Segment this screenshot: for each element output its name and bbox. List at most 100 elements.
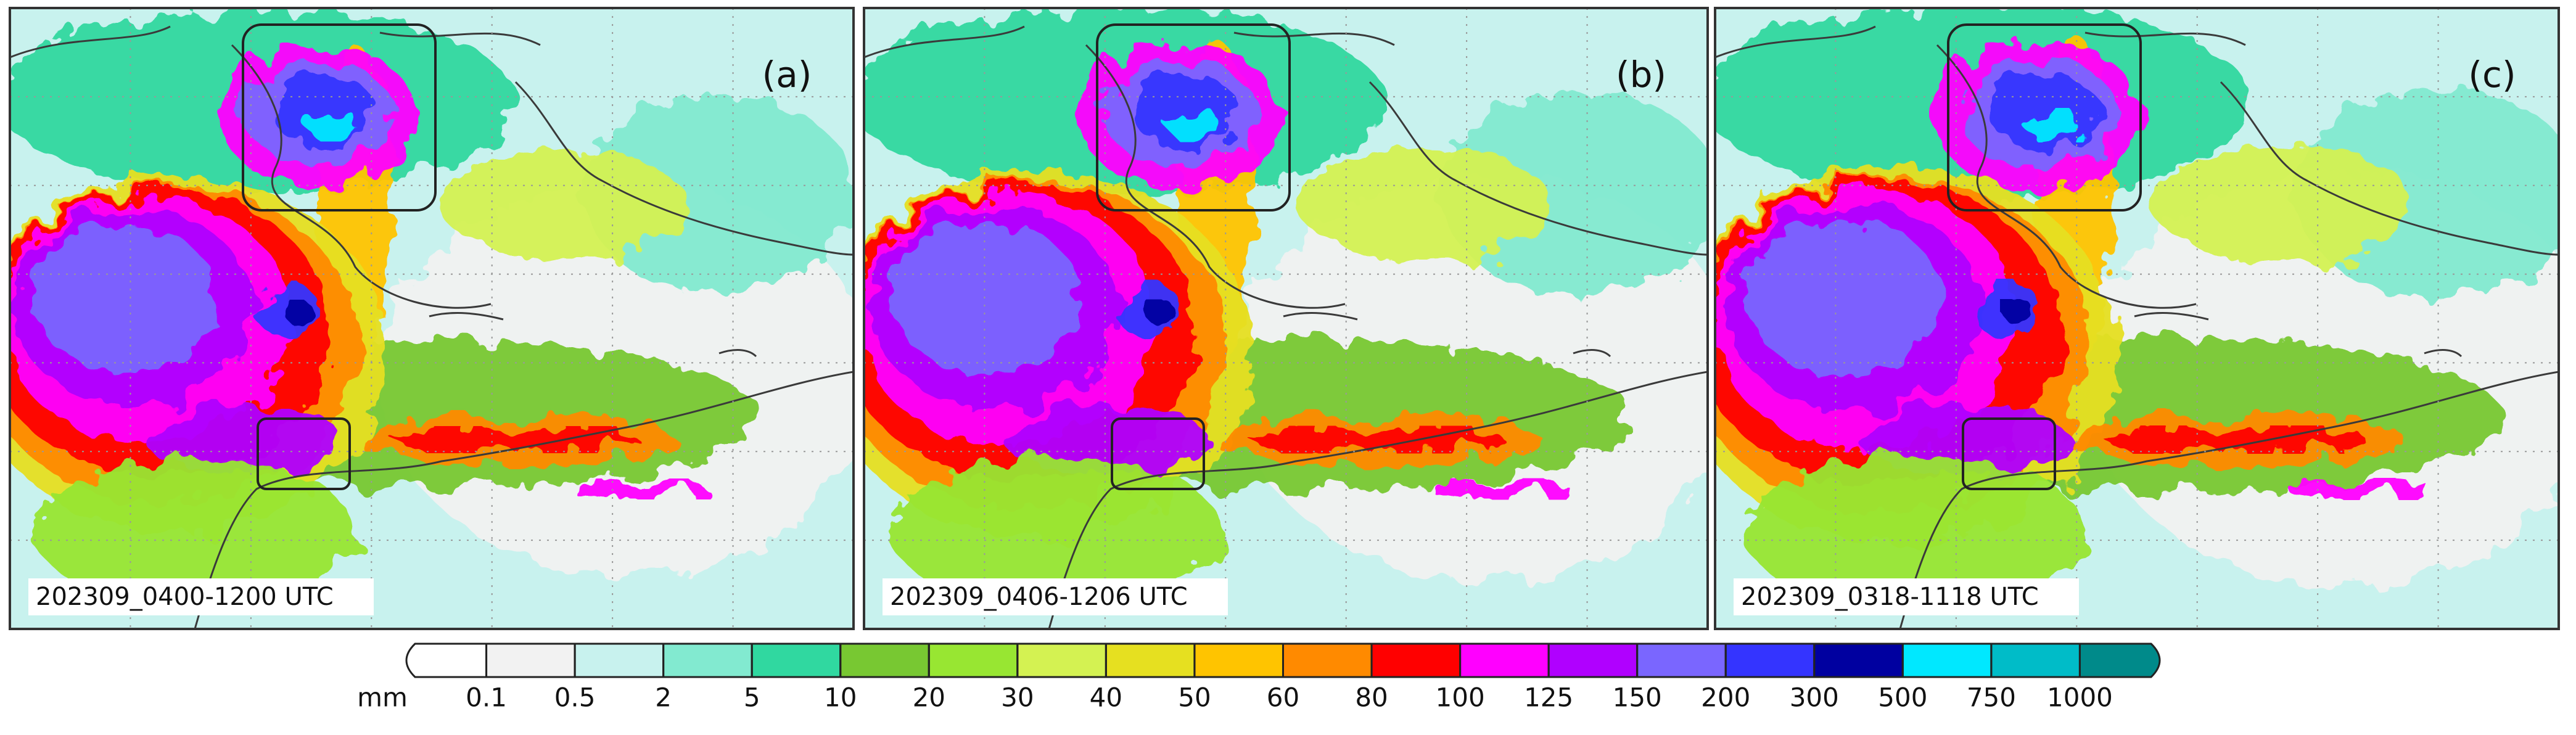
colorbar-tick-label: 5 xyxy=(744,683,760,713)
colorbar-segment xyxy=(1990,643,2081,678)
coastline xyxy=(10,25,492,309)
colorbar-tick-label: 1000 xyxy=(2047,683,2113,713)
colorbar-segment xyxy=(1813,643,1904,678)
colorbar-segment xyxy=(662,643,753,678)
precipitation-field xyxy=(1715,8,2559,629)
panel-frame xyxy=(863,7,1709,630)
highlight-box xyxy=(1962,417,2056,490)
colorbar-tick-label: 2 xyxy=(655,683,672,713)
rain-area xyxy=(1250,428,1504,451)
colorbar-tick-label: 40 xyxy=(1090,683,1122,713)
highlight-box xyxy=(1096,23,1291,211)
coastline xyxy=(194,371,854,629)
rain-area xyxy=(571,480,707,498)
colorbar-tick-label: 80 xyxy=(1355,683,1388,713)
colorbar-segment xyxy=(928,643,1019,678)
colorbar-segment xyxy=(1724,643,1816,678)
map-panel: (a) 202309_0400-1200 UTC xyxy=(9,7,855,630)
rain-area xyxy=(890,221,1081,374)
panel-period: 202309_0406-1206 UTC xyxy=(890,583,1188,611)
highlight-box xyxy=(1111,417,1205,490)
map-panel: (c) 202309_0318-1118 UTC xyxy=(1714,7,2560,630)
period-backdrop xyxy=(883,578,1228,615)
highlight-box xyxy=(242,23,437,211)
coastline xyxy=(1048,371,1708,629)
rain-area xyxy=(1145,302,1177,325)
colorbar-segment xyxy=(1459,643,1550,678)
panel-label: (c) xyxy=(2468,54,2516,96)
rain-area xyxy=(306,112,361,139)
colorbar-segment xyxy=(1016,643,1107,678)
coastline xyxy=(1233,31,1708,256)
map-panel: (b) 202309_0406-1206 UTC xyxy=(863,7,1709,630)
panel-period: 202309_0318-1118 UTC xyxy=(1741,583,2039,611)
colorbar-tick-label: 60 xyxy=(1267,683,1299,713)
rain-area xyxy=(392,429,639,451)
colorbar-segment xyxy=(1901,643,1993,678)
rain-area xyxy=(31,224,216,372)
coastline xyxy=(864,25,1346,309)
coastline xyxy=(2084,31,2559,256)
colorbar-segment xyxy=(1370,643,1462,678)
highlight-box xyxy=(1947,23,2142,211)
coastline xyxy=(1283,312,1611,358)
colorbar-end xyxy=(405,643,488,678)
rain-area xyxy=(891,456,1222,609)
colorbar-segment xyxy=(1547,643,1639,678)
rain-area xyxy=(2024,110,2083,140)
colorbar-tick-label: 150 xyxy=(1613,683,1662,713)
rain-area xyxy=(35,458,355,606)
rain-area xyxy=(2105,427,2366,452)
colorbar-tick-label: 50 xyxy=(1178,683,1211,713)
period-backdrop xyxy=(1734,578,2079,615)
precipitation-field xyxy=(10,8,854,629)
colorbar-tick-label: 0.1 xyxy=(466,683,507,713)
precipitation-field xyxy=(864,8,1708,629)
colorbar-tick-label: 300 xyxy=(1790,683,1839,713)
colorbar-segment xyxy=(1636,643,1727,678)
colorbar-tick-label: 750 xyxy=(1967,683,2016,713)
rain-area xyxy=(2003,301,2036,326)
highlight-box xyxy=(257,417,351,490)
colorbar-tick-label: 200 xyxy=(1701,683,1750,713)
colorbar-tick-label: 20 xyxy=(913,683,945,713)
panel-label: (a) xyxy=(762,54,812,96)
colorbar-tick-label: 30 xyxy=(1001,683,1034,713)
colorbar-tick-label: 500 xyxy=(1878,683,1927,713)
rain-area xyxy=(2287,480,2431,498)
coastline xyxy=(379,31,854,256)
rain-area xyxy=(1745,453,2085,611)
colorbar-tick-label: 10 xyxy=(824,683,857,713)
rain-area xyxy=(284,302,315,324)
coastline xyxy=(2134,312,2463,358)
colorbar: 0.1 0.5 2 5 10 20 30 40 50 60 80 100 125 150 200 300 500… xyxy=(357,643,2161,713)
colorbar-segment xyxy=(1105,643,1196,678)
rain-area xyxy=(146,406,343,474)
colorbar-segment xyxy=(1193,643,1284,678)
coastline xyxy=(1899,371,2559,629)
rain-area xyxy=(1430,480,1571,498)
coastline xyxy=(429,312,757,358)
colorbar-segment xyxy=(839,643,930,678)
panel-period: 202309_0400-1200 UTC xyxy=(36,583,334,611)
rain-area xyxy=(442,150,688,261)
colorbar-tick-label: 100 xyxy=(1436,683,1485,713)
panel-frame xyxy=(9,7,855,630)
colorbar-end xyxy=(2078,643,2161,678)
colorbar-segment xyxy=(1282,643,1373,678)
colorbar-unit: mm xyxy=(357,683,408,713)
rain-area xyxy=(1166,111,1224,139)
rain-area xyxy=(2154,146,2416,265)
colorbar-tick-label: 0.5 xyxy=(554,683,596,713)
colorbar-segment xyxy=(574,643,665,678)
period-backdrop xyxy=(28,578,374,615)
panel-frame xyxy=(1714,7,2560,630)
coastline xyxy=(1715,25,2197,309)
colorbar-segment xyxy=(485,643,576,678)
panel-label: (b) xyxy=(1616,54,1666,96)
rain-area xyxy=(1746,219,1942,377)
colorbar-segment xyxy=(751,643,842,678)
rain-area xyxy=(1299,148,1553,263)
colorbar-tick-label: 125 xyxy=(1524,683,1573,713)
